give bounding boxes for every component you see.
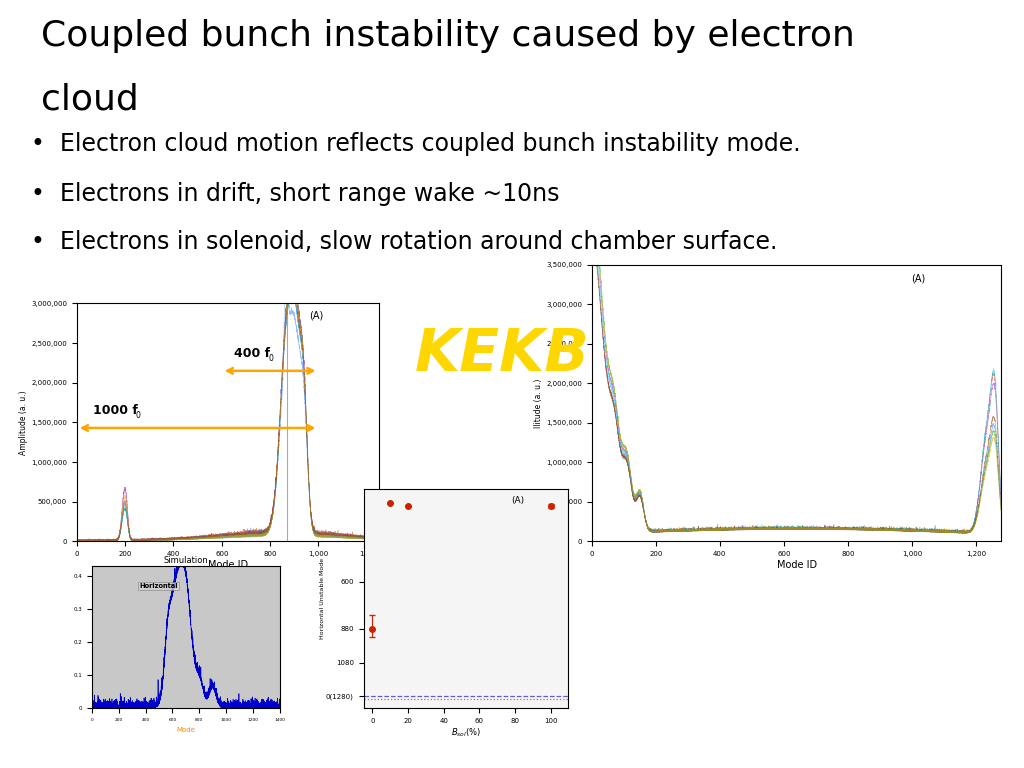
Text: $_0$: $_0$	[135, 409, 141, 422]
X-axis label: Mode ID: Mode ID	[776, 560, 817, 570]
Title: Simulation: Simulation	[164, 556, 208, 565]
Text: $_0$: $_0$	[267, 353, 274, 365]
Text: •  Electrons in solenoid, slow rotation around chamber surface.: • Electrons in solenoid, slow rotation a…	[31, 230, 777, 254]
Y-axis label: Horizontal Unstable Mode: Horizontal Unstable Mode	[319, 558, 325, 639]
Text: (A): (A)	[911, 273, 926, 283]
Text: (A): (A)	[511, 496, 524, 505]
Text: 400 f: 400 f	[233, 347, 270, 360]
Y-axis label: llitude (a. u.): llitude (a. u.)	[535, 379, 544, 428]
X-axis label: $B_{sol}$(%): $B_{sol}$(%)	[451, 727, 481, 739]
Text: Horizontal: Horizontal	[139, 583, 177, 589]
Text: cloud: cloud	[41, 82, 138, 116]
X-axis label: Mode ID: Mode ID	[208, 560, 248, 570]
Y-axis label: Amplitude (a. u.): Amplitude (a. u.)	[19, 390, 29, 455]
Text: •  Electrons in drift, short range wake ~10ns: • Electrons in drift, short range wake ~…	[31, 182, 559, 206]
Text: (A): (A)	[309, 310, 324, 320]
Text: Coupled bunch instability caused by electron: Coupled bunch instability caused by elec…	[41, 19, 855, 53]
X-axis label: Mode: Mode	[176, 727, 196, 733]
Text: 1000 f: 1000 f	[92, 405, 137, 418]
Text: •  Electron cloud motion reflects coupled bunch instability mode.: • Electron cloud motion reflects coupled…	[31, 132, 801, 156]
Text: KEKB: KEKB	[415, 326, 590, 383]
